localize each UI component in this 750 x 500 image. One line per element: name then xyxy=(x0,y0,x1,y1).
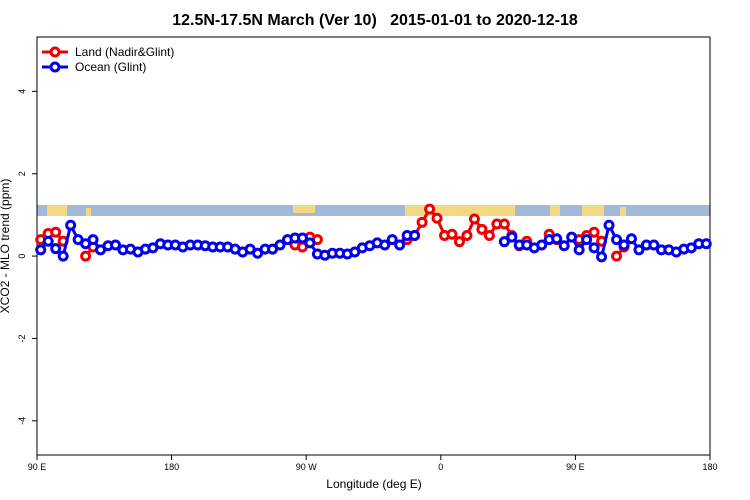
data-point xyxy=(498,218,510,230)
data-point xyxy=(558,240,570,252)
data-point xyxy=(700,238,712,250)
data-point xyxy=(80,250,92,262)
data-point xyxy=(50,243,62,255)
data-point xyxy=(42,235,54,247)
data-point xyxy=(87,234,99,246)
data-point xyxy=(588,226,600,238)
data-point xyxy=(446,228,458,240)
y-axis-label: XCO2 - MLO trend (ppm) xyxy=(0,179,12,314)
data-point xyxy=(461,229,473,241)
data-point xyxy=(498,236,510,248)
data-point xyxy=(588,242,600,254)
data-point xyxy=(618,239,630,251)
y-tick-label: -4 xyxy=(17,417,27,425)
data-point xyxy=(431,212,443,224)
data-point xyxy=(476,223,488,235)
data-point xyxy=(50,226,62,238)
x-tick-label: 90 W xyxy=(296,462,318,472)
data-point xyxy=(536,239,548,251)
x-tick-label: 0 xyxy=(438,462,443,472)
data-point xyxy=(483,229,495,241)
legend-label: Land (Nadir&Glint) xyxy=(75,45,174,59)
data-point xyxy=(304,237,316,249)
data-point xyxy=(566,231,578,243)
data-point xyxy=(611,250,623,262)
legend-marker xyxy=(49,61,61,73)
data-point xyxy=(379,239,391,251)
legend-marker xyxy=(49,46,61,58)
data-point xyxy=(551,233,563,245)
data-point xyxy=(35,244,47,256)
data-point xyxy=(648,239,660,251)
legend-label: Ocean (Glint) xyxy=(75,60,146,74)
x-tick-label: 90 E xyxy=(28,462,47,472)
y-tick-label: -2 xyxy=(17,334,27,342)
data-point xyxy=(596,251,608,263)
x-tick-label: 180 xyxy=(702,462,717,472)
data-point xyxy=(633,244,645,256)
data-point xyxy=(386,234,398,246)
data-point xyxy=(409,229,421,241)
data-point xyxy=(625,233,637,245)
data-point xyxy=(274,239,286,251)
map-strip xyxy=(37,205,710,216)
data-point xyxy=(573,244,585,256)
chart-title: 12.5N-17.5N March (Ver 10) 2015-01-01 to… xyxy=(172,12,578,29)
data-point xyxy=(581,234,593,246)
x-axis-label: Longitude (deg E) xyxy=(326,477,421,491)
data-point xyxy=(611,234,623,246)
data-point xyxy=(416,216,428,228)
data-point xyxy=(603,219,615,231)
data-point xyxy=(394,239,406,251)
data-point xyxy=(424,203,436,215)
data-point xyxy=(57,250,69,262)
data-point xyxy=(453,236,465,248)
data-point xyxy=(506,231,518,243)
data-point xyxy=(296,232,308,244)
data-point xyxy=(468,213,480,225)
x-tick-label: 180 xyxy=(164,462,179,472)
y-tick-label: 0 xyxy=(17,254,27,259)
x-tick-label: 90 E xyxy=(566,462,585,472)
data-point xyxy=(110,239,122,251)
y-tick-label: 4 xyxy=(17,89,27,94)
data-point xyxy=(65,219,77,231)
y-tick-label: 2 xyxy=(17,171,27,176)
